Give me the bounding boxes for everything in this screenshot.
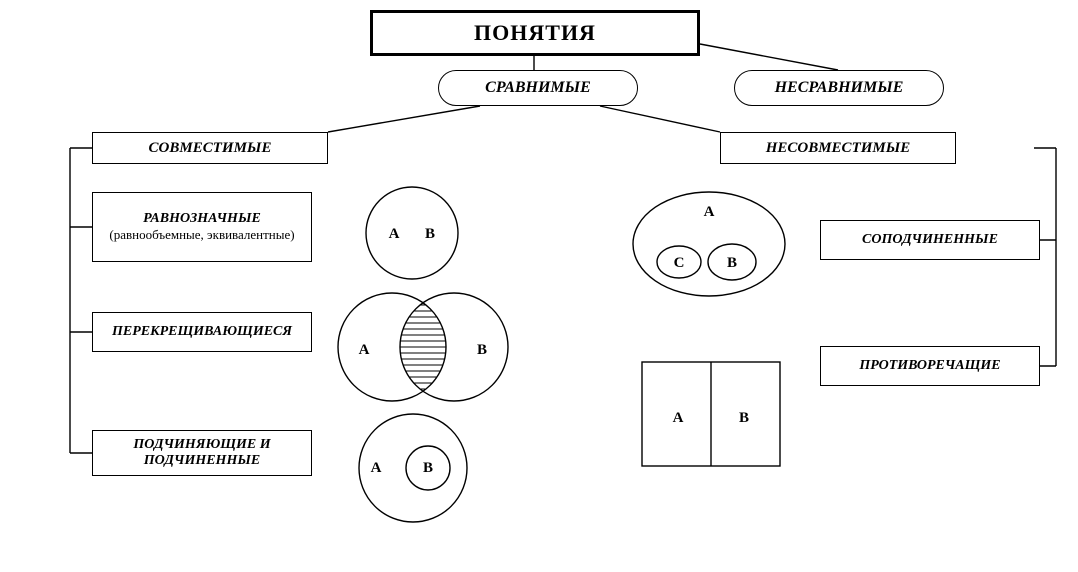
venn-contradictory: AB [636, 356, 786, 472]
node-equivalent-sublabel: (равнообъемные, эквивалентные) [109, 228, 294, 243]
svg-text:B: B [727, 255, 737, 271]
svg-text:B: B [477, 342, 487, 358]
node-compatible: СОВМЕСТИМЫЕ [92, 132, 328, 164]
node-incomparable-label: НЕСРАВНИМЫЕ [775, 79, 904, 97]
node-contradictory-label: ПРОТИВОРЕЧАЩИЕ [859, 358, 1000, 374]
node-intersecting-label: ПЕРЕКРЕЩИВАЮЩИЕСЯ [112, 324, 292, 340]
svg-text:A: A [704, 204, 715, 220]
node-incompatible: НЕСОВМЕСТИМЫЕ [720, 132, 956, 164]
node-intersecting: ПЕРЕКРЕЩИВАЮЩИЕСЯ [92, 312, 312, 352]
svg-text:B: B [423, 460, 433, 476]
node-root: ПОНЯТИЯ [370, 10, 700, 56]
node-coordinate: СОПОДЧИНЕННЫЕ [820, 220, 1040, 260]
node-compatible-label: СОВМЕСТИМЫЕ [149, 140, 272, 157]
node-comparable-label: СРАВНИМЫЕ [485, 79, 591, 97]
node-incompatible-label: НЕСОВМЕСТИМЫЕ [766, 140, 911, 157]
node-coordinate-label: СОПОДЧИНЕННЫЕ [862, 232, 998, 248]
diagram-stage: ПОНЯТИЯ СРАВНИМЫЕ НЕСРАВНИМЫЕ СОВМЕСТИМЫ… [0, 0, 1078, 572]
node-equivalent-label: РАВНОЗНАЧНЫЕ [143, 211, 261, 226]
node-root-label: ПОНЯТИЯ [474, 20, 596, 46]
svg-text:A: A [673, 410, 684, 426]
venn-coordinate: A C B [624, 184, 794, 309]
svg-text:B: B [739, 410, 749, 426]
svg-text:C: C [674, 255, 685, 271]
svg-text:A: A [371, 460, 382, 476]
svg-text:A: A [359, 342, 370, 358]
venn-subset: AB [348, 406, 478, 531]
node-subordinate-label: ПОДЧИНЯЮЩИЕ И ПОДЧИНЕННЫЕ [99, 437, 305, 469]
node-subordinate: ПОДЧИНЯЮЩИЕ И ПОДЧИНЕННЫЕ [92, 430, 312, 476]
svg-text:A: A [389, 226, 400, 242]
node-contradictory: ПРОТИВОРЕЧАЩИЕ [820, 346, 1040, 386]
svg-text:B: B [425, 226, 435, 242]
venn-equivalent: AB [352, 178, 472, 288]
node-comparable: СРАВНИМЫЕ [438, 70, 638, 106]
node-incomparable: НЕСРАВНИМЫЕ [734, 70, 944, 106]
node-equivalent: РАВНОЗНАЧНЫЕ (равнообъемные, эквивалентн… [92, 192, 312, 262]
venn-intersecting: AB [318, 282, 528, 412]
